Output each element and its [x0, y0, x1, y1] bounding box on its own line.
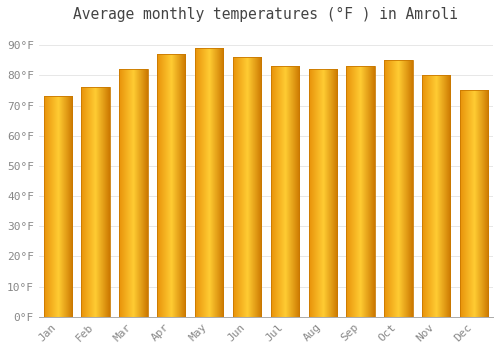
Bar	[384, 60, 412, 317]
Bar	[308, 69, 337, 317]
Bar	[44, 97, 72, 317]
Bar	[270, 66, 299, 317]
Bar	[195, 48, 224, 317]
Bar	[82, 88, 110, 317]
Bar	[346, 66, 375, 317]
Bar	[233, 57, 261, 317]
Bar	[422, 75, 450, 317]
Bar	[119, 69, 148, 317]
Bar	[460, 90, 488, 317]
Bar	[157, 54, 186, 317]
Title: Average monthly temperatures (°F ) in Amroli: Average monthly temperatures (°F ) in Am…	[74, 7, 458, 22]
